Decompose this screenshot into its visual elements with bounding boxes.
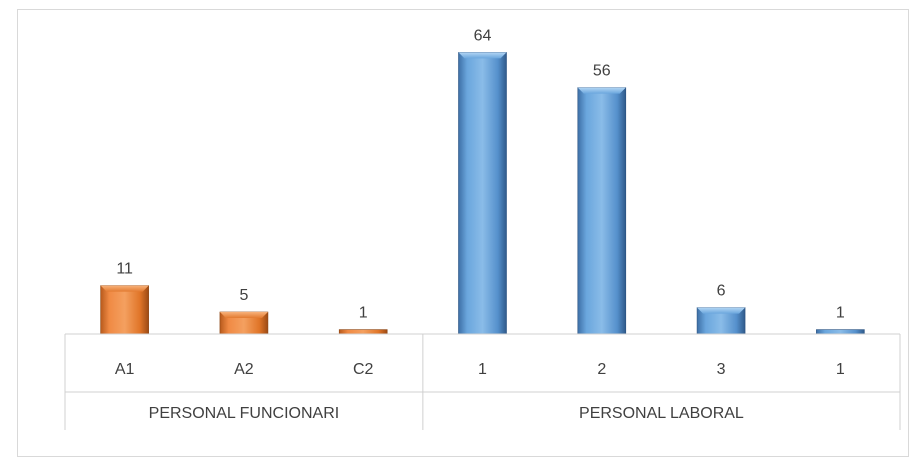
x-tick-label: A2 bbox=[234, 361, 254, 378]
x-tick-label: 3 bbox=[717, 361, 726, 378]
bar bbox=[338, 329, 388, 335]
x-tick-label: C2 bbox=[353, 361, 374, 378]
data-label: 64 bbox=[474, 27, 492, 44]
bar bbox=[577, 87, 627, 335]
data-label: 1 bbox=[359, 305, 368, 322]
data-label: 5 bbox=[239, 287, 248, 304]
bar-bevel bbox=[100, 285, 149, 292]
bar-bevel bbox=[458, 52, 507, 59]
bar-bevel bbox=[697, 307, 746, 314]
bar bbox=[100, 285, 149, 335]
data-label: 11 bbox=[116, 261, 133, 278]
group-label: PERSONAL LABORAL bbox=[579, 405, 744, 422]
bar bbox=[458, 52, 507, 335]
x-tick-label: 1 bbox=[478, 361, 487, 378]
x-tick-label: 2 bbox=[597, 361, 606, 378]
group-label: PERSONAL FUNCIONARI bbox=[149, 405, 340, 422]
x-tick-label: 1 bbox=[836, 361, 845, 378]
data-label: 6 bbox=[717, 283, 726, 300]
x-tick-label: A1 bbox=[115, 361, 135, 378]
bar-bevel bbox=[219, 312, 268, 318]
data-label: 56 bbox=[593, 63, 611, 80]
bar-bevel bbox=[577, 87, 626, 94]
bar bbox=[816, 329, 865, 335]
data-label: 1 bbox=[836, 305, 845, 322]
